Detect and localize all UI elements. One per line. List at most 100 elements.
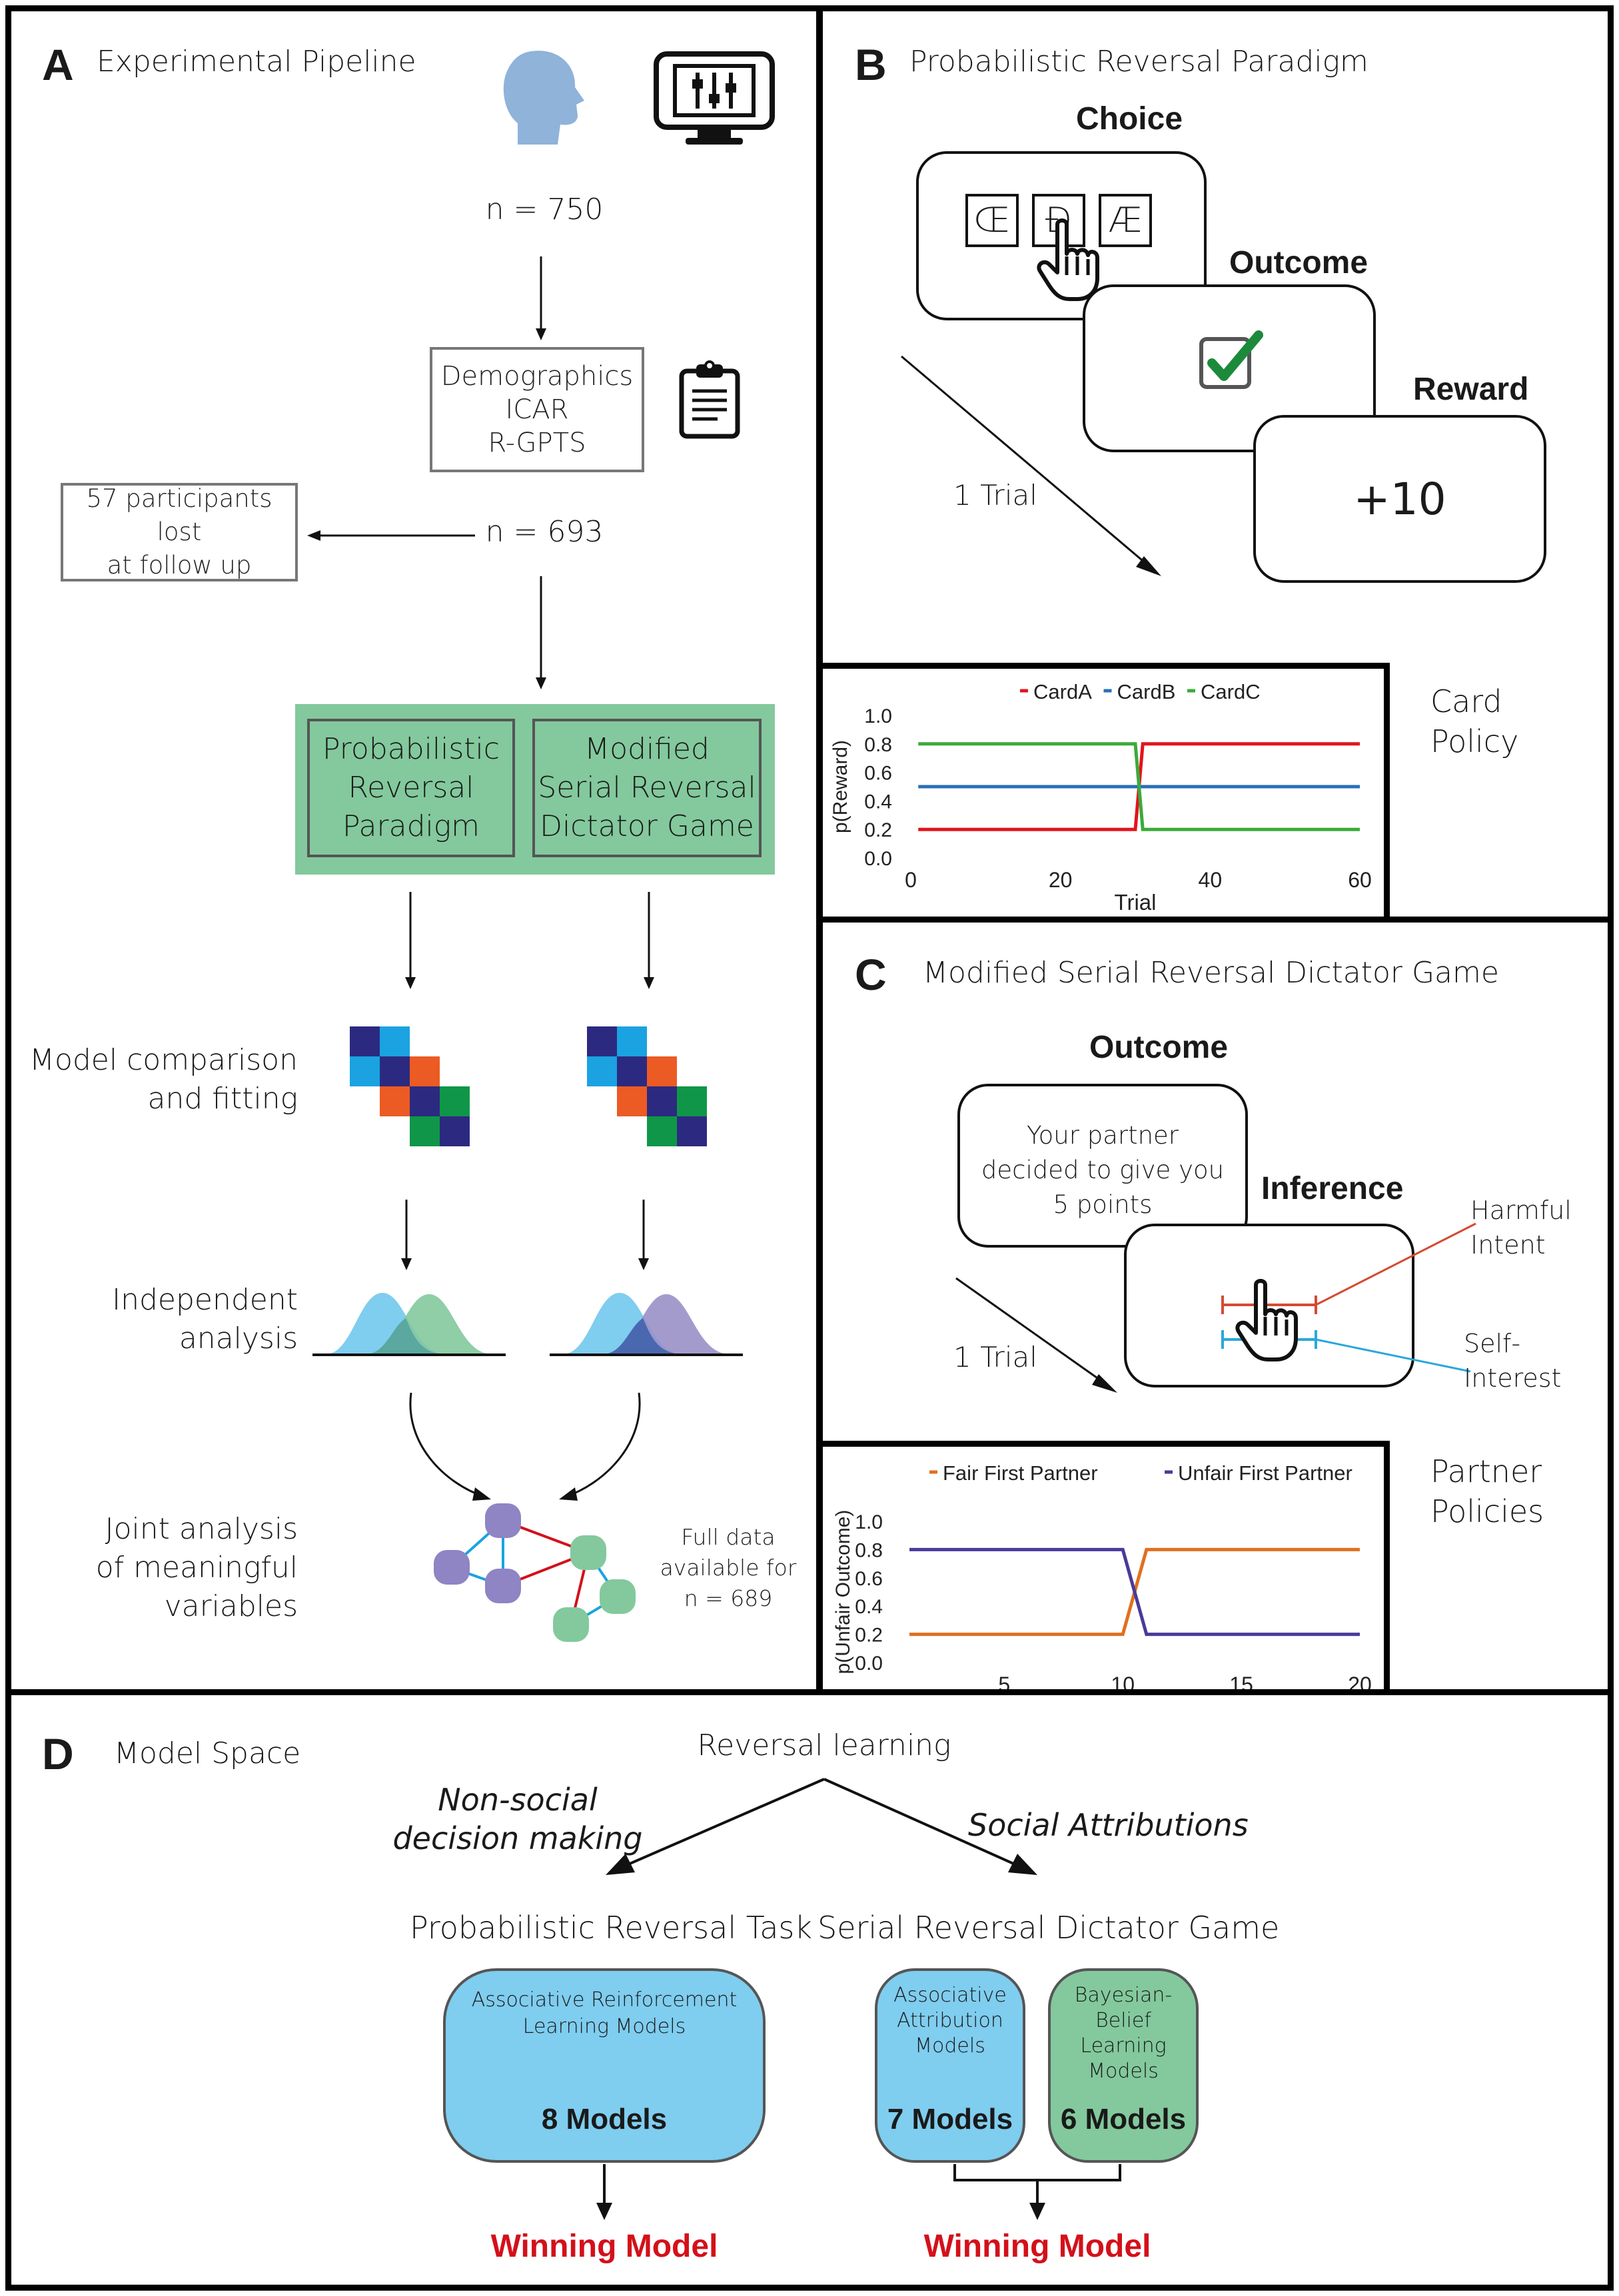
task-prp-line-2: Reversal <box>348 771 474 805</box>
model-comparison-line-2: and fitting <box>147 1082 298 1116</box>
arl-count: 8 Models <box>541 2103 668 2135</box>
aa-models-box <box>875 1968 1025 2163</box>
model-matrix-icon-right <box>587 1026 707 1146</box>
inference-label: Inference <box>1261 1171 1404 1206</box>
partner-policies-line-2: Policies <box>1430 1493 1544 1529</box>
message-screen <box>957 1084 1248 1248</box>
bbl-desc-line-3: Learning <box>1080 2034 1167 2058</box>
legend-entry: CardB <box>1117 680 1176 703</box>
trial-label-b: 1 Trial <box>953 479 1037 512</box>
symbol-3: Æ <box>1099 194 1152 247</box>
arrow-down-right-model <box>638 1200 649 1270</box>
legend-entry: CardA <box>1033 680 1092 703</box>
curved-arrows <box>409 1392 641 1501</box>
n-750: n = 750 <box>485 192 604 226</box>
full-data-label: Full data available for n = 689 <box>648 1522 808 1614</box>
model-comparison-label: Model comparison and fitting <box>25 1041 298 1118</box>
joint-line-1: Joint analysis <box>105 1512 298 1546</box>
x-tick-label: 60 <box>1348 868 1372 892</box>
arl-desc-line-2: Learning Models <box>522 2015 686 2038</box>
x-tick-label: 0 <box>905 868 917 892</box>
panel-c-title: Modified Serial Reversal Dictator Game <box>923 956 1499 990</box>
series-line <box>918 742 1360 831</box>
pointer-hand-icon-c <box>1235 1279 1298 1361</box>
right-task-label: Serial Reversal Dictator Game <box>817 1910 1280 1946</box>
arrow-down-2 <box>536 576 546 689</box>
panel-d-label: D <box>42 1729 74 1778</box>
aa-desc: Associative Attribution Models <box>875 1983 1025 2059</box>
reward-label: Reward <box>1413 372 1529 407</box>
joint-analysis-label: Joint analysis of meaningful variables <box>25 1510 298 1626</box>
bbl-desc-line-2: Belief <box>1095 2009 1151 2032</box>
aa-desc-line-1: Associative <box>893 1984 1007 2007</box>
non-social-label: Non-social decision making <box>371 1780 664 1858</box>
reward-screen <box>1253 415 1546 583</box>
harmful-intent-label: Harmful Intent <box>1470 1193 1572 1262</box>
y-tick-label: 1.0 <box>855 1511 883 1533</box>
symbol-1: Œ <box>965 194 1019 247</box>
trial-label-c: 1 Trial <box>953 1341 1037 1373</box>
monitor-sliders-icon <box>654 51 775 145</box>
model-comparison-line-1: Model comparison <box>29 1043 298 1077</box>
self-line-2: Interest <box>1464 1363 1562 1393</box>
pointer-hand-icon <box>1037 218 1099 301</box>
independent-line-2: analysis <box>179 1322 298 1355</box>
panel-c-label: C <box>855 950 887 999</box>
task-msrdg-box: Modified Serial Reversal Dictator Game <box>532 719 762 857</box>
y-tick-label: 0.6 <box>855 1568 883 1590</box>
y-tick-label: 0.6 <box>864 763 892 785</box>
measures-box: Demographics ICAR R-GPTS <box>430 347 644 472</box>
full-data-line-2: available for <box>660 1555 797 1581</box>
y-tick-label: 0.0 <box>855 1653 883 1675</box>
inference-sliders <box>1221 1222 1476 1373</box>
y-tick-label: 1.0 <box>864 705 892 727</box>
panel-a-label: A <box>42 40 74 89</box>
panel-b-title: Probabilistic Reversal Paradigm <box>909 45 1368 79</box>
left-task-label: Probabilistic Reversal Task <box>409 1910 813 1946</box>
y-tick-label: 0.8 <box>864 734 892 756</box>
x-tick-label: 20 <box>1049 868 1073 892</box>
outcome-label: Outcome <box>1229 245 1368 280</box>
measure-demographics: Demographics <box>440 361 634 392</box>
arl-models-box <box>443 1968 766 2163</box>
lost-line-1: 57 participants lost <box>86 484 272 546</box>
winning-arrows <box>596 2164 1121 2220</box>
self-line-1: Self- <box>1464 1329 1521 1358</box>
message-line-1: Your partner <box>1026 1121 1179 1150</box>
clipboard-icon <box>679 360 740 439</box>
arrow-left-lost <box>307 530 475 541</box>
partner-message: Your partner decided to give you 5 point… <box>957 1118 1248 1222</box>
arrow-down-right-task <box>644 892 654 989</box>
network-icon <box>434 1503 636 1642</box>
measure-rgpts: R-GPTS <box>488 428 586 458</box>
bbl-count: 6 Models <box>1060 2103 1187 2135</box>
joint-line-2: of meaningful <box>95 1551 298 1585</box>
model-matrix-icon-left <box>350 1026 470 1146</box>
bbl-models-box <box>1048 1968 1199 2163</box>
partner-policy-chart-frame <box>817 1441 1390 1707</box>
head-icon <box>503 51 584 145</box>
x-axis-label: Trial <box>1115 890 1157 915</box>
y-axis-label: p(Unfair Outcome) <box>832 1510 854 1675</box>
task-prp-line-1: Probabilistic <box>322 732 500 766</box>
independent-line-1: Independent <box>112 1283 298 1317</box>
y-tick-label: 0.2 <box>864 819 892 841</box>
aa-desc-line-3: Models <box>915 2034 985 2058</box>
message-line-3: 5 points <box>1053 1190 1153 1219</box>
panel-a-title: Experimental Pipeline <box>97 45 416 79</box>
harmful-line-2: Intent <box>1470 1230 1546 1260</box>
reversal-learning-root: Reversal learning <box>697 1728 951 1762</box>
y-tick-label: 0.0 <box>864 848 892 870</box>
task-prp-line-3: Paradigm <box>342 809 480 843</box>
partner-policies-line-1: Partner <box>1430 1453 1542 1489</box>
task-msrdg-line-1: Modified <box>584 732 710 766</box>
panel-a: A Experimental Pipeline n = 750 Demograp… <box>5 5 822 1695</box>
trial-arrow-c <box>955 1277 1117 1393</box>
arrow-down-left-model <box>401 1200 412 1270</box>
trial-arrow <box>901 355 1161 576</box>
partner-policies-label: Partner Policies <box>1430 1451 1544 1531</box>
card-policy-line-1: Card <box>1430 683 1502 719</box>
non-social-line-2: decision making <box>392 1820 643 1856</box>
task-msrdg-line-2: Serial Reversal <box>538 771 756 805</box>
y-axis-label: p(Reward) <box>829 740 851 833</box>
